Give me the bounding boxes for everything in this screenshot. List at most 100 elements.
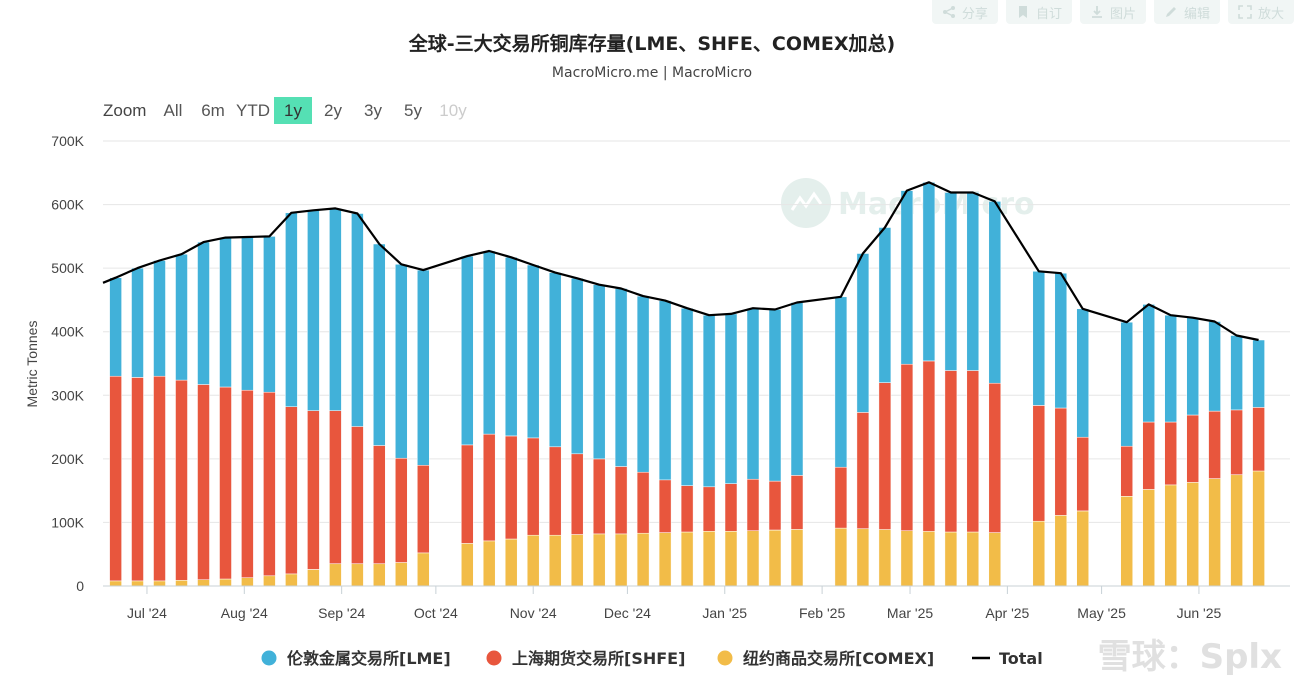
bar-segment[interactable]: [263, 236, 276, 393]
bar-segment[interactable]: [526, 264, 540, 439]
bar-segment[interactable]: [307, 210, 320, 411]
bar-segment[interactable]: [856, 528, 870, 587]
bar-segment[interactable]: [175, 379, 188, 581]
bar-segment[interactable]: [351, 426, 364, 564]
bar-segment[interactable]: [307, 569, 320, 587]
bar-segment[interactable]: [395, 264, 408, 459]
bar-segment[interactable]: [592, 458, 606, 535]
bar-segment[interactable]: [1252, 339, 1265, 408]
bar-segment[interactable]: [109, 375, 122, 582]
bar-segment[interactable]: [1120, 321, 1133, 447]
bar-segment[interactable]: [219, 386, 232, 580]
bar-segment[interactable]: [878, 382, 892, 530]
bar-segment[interactable]: [131, 377, 144, 582]
bar-segment[interactable]: [966, 192, 980, 371]
bar-segment[interactable]: [1252, 407, 1265, 472]
bar-segment[interactable]: [614, 288, 628, 467]
bar-segment[interactable]: [1230, 409, 1243, 475]
legend-item[interactable]: 上海期货交易所[SHFE]: [512, 649, 685, 668]
bar-segment[interactable]: [900, 190, 914, 365]
customize-button[interactable]: 自订: [1005, 0, 1072, 24]
bar-segment[interactable]: [153, 260, 166, 377]
bar-segment[interactable]: [658, 300, 672, 481]
bar-segment[interactable]: [768, 309, 782, 482]
bar-segment[interactable]: [131, 267, 144, 378]
bar-segment[interactable]: [504, 538, 518, 587]
bar-segment[interactable]: [856, 412, 870, 529]
bar-segment[interactable]: [680, 531, 694, 587]
bar-segment[interactable]: [219, 237, 232, 388]
bar-segment[interactable]: [746, 530, 760, 587]
bar-segment[interactable]: [1230, 474, 1243, 587]
edit-button[interactable]: 编辑: [1153, 0, 1220, 24]
bar-segment[interactable]: [109, 580, 122, 587]
bar-segment[interactable]: [461, 444, 474, 544]
range-button-10y[interactable]: 10y: [439, 101, 467, 120]
bar-segment[interactable]: [878, 529, 892, 587]
bar-segment[interactable]: [1076, 510, 1089, 587]
bar-segment[interactable]: [548, 272, 562, 448]
bar-segment[interactable]: [1164, 314, 1177, 423]
range-button-6m[interactable]: 6m: [201, 101, 225, 120]
bar-segment[interactable]: [1142, 304, 1155, 423]
bar-segment[interactable]: [351, 213, 364, 427]
bar-segment[interactable]: [790, 529, 804, 587]
bar-segment[interactable]: [746, 478, 760, 531]
range-button-5y[interactable]: 5y: [404, 101, 422, 120]
bar-segment[interactable]: [197, 241, 210, 385]
bar-segment[interactable]: [153, 580, 166, 587]
bar-segment[interactable]: [1164, 421, 1177, 486]
bar-segment[interactable]: [329, 563, 342, 587]
range-button-ytd[interactable]: YTD: [236, 101, 270, 120]
bar-segment[interactable]: [680, 307, 694, 486]
bar-segment[interactable]: [526, 534, 540, 587]
bar-segment[interactable]: [175, 580, 188, 587]
bar-segment[interactable]: [1142, 421, 1155, 490]
bar-segment[interactable]: [329, 208, 342, 411]
bar-segment[interactable]: [131, 580, 144, 587]
bar-segment[interactable]: [417, 464, 430, 554]
share-button[interactable]: 分享: [931, 0, 998, 24]
bar-segment[interactable]: [329, 410, 342, 564]
bar-segment[interactable]: [351, 563, 364, 587]
bar-segment[interactable]: [1230, 335, 1243, 411]
bar-segment[interactable]: [504, 257, 518, 437]
range-button-2y[interactable]: 2y: [324, 101, 342, 120]
bar-segment[interactable]: [285, 573, 298, 587]
bar-segment[interactable]: [702, 314, 716, 488]
image-button[interactable]: 图片: [1079, 0, 1146, 24]
bar-segment[interactable]: [944, 531, 958, 587]
bar-segment[interactable]: [922, 360, 936, 532]
bar-segment[interactable]: [197, 579, 210, 587]
bar-segment[interactable]: [526, 437, 540, 536]
bar-segment[interactable]: [197, 384, 210, 580]
bar-segment[interactable]: [1076, 436, 1089, 512]
bar-segment[interactable]: [900, 530, 914, 587]
bar-segment[interactable]: [219, 578, 232, 587]
bar-segment[interactable]: [570, 278, 584, 455]
bar-segment[interactable]: [175, 253, 188, 381]
bar-segment[interactable]: [1120, 445, 1133, 497]
bar-segment[interactable]: [482, 250, 496, 435]
bar-segment[interactable]: [614, 533, 628, 587]
bar-segment[interactable]: [966, 531, 980, 587]
bar-segment[interactable]: [285, 212, 298, 407]
bar-segment[interactable]: [1054, 272, 1068, 409]
expand-button[interactable]: 放大: [1227, 0, 1294, 24]
bar-segment[interactable]: [263, 391, 276, 577]
bar-segment[interactable]: [1208, 321, 1221, 412]
bar-segment[interactable]: [548, 534, 562, 587]
bar-segment[interactable]: [1054, 407, 1068, 516]
bar-segment[interactable]: [395, 457, 408, 563]
bar-segment[interactable]: [680, 485, 694, 533]
bar-segment[interactable]: [944, 192, 958, 371]
bar-segment[interactable]: [285, 406, 298, 575]
bar-segment[interactable]: [988, 532, 1002, 587]
bar-segment[interactable]: [482, 433, 496, 542]
bar-segment[interactable]: [373, 563, 386, 587]
bar-segment[interactable]: [834, 296, 848, 468]
range-button-1y[interactable]: 1y: [284, 101, 302, 120]
bar-segment[interactable]: [307, 410, 320, 570]
bar-segment[interactable]: [922, 531, 936, 587]
bar-segment[interactable]: [1032, 405, 1046, 522]
